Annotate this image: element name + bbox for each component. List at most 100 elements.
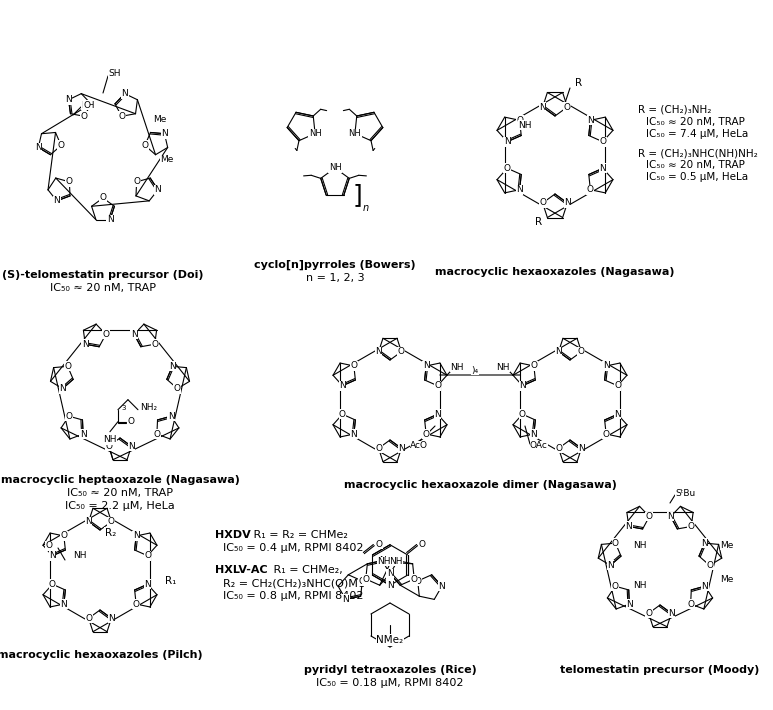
Text: AcO: AcO — [410, 442, 428, 451]
Text: N: N — [626, 599, 633, 608]
Text: O: O — [128, 417, 135, 426]
Text: N: N — [540, 102, 546, 111]
Text: O: O — [49, 580, 56, 589]
Text: R: R — [575, 78, 582, 88]
Text: IC₅₀ = 0.4 μM, RPMI 8402: IC₅₀ = 0.4 μM, RPMI 8402 — [223, 543, 363, 553]
Text: R: R — [535, 217, 542, 227]
Text: R₁: R₁ — [165, 576, 176, 586]
Text: N: N — [504, 137, 511, 146]
Text: R = (CH₂)₃NHC(NH)NH₂: R = (CH₂)₃NHC(NH)NH₂ — [638, 148, 758, 158]
Text: N: N — [128, 442, 135, 451]
Text: HXLV-AC: HXLV-AC — [215, 565, 267, 575]
Text: N: N — [599, 164, 606, 173]
Text: NH: NH — [518, 121, 532, 129]
Text: N: N — [85, 517, 92, 526]
Text: N: N — [60, 599, 67, 608]
Text: O: O — [414, 577, 421, 586]
Text: O: O — [376, 540, 383, 549]
Text: pyridyl tetraoxazoles (Rice): pyridyl tetraoxazoles (Rice) — [304, 665, 476, 675]
Text: O: O — [419, 540, 426, 549]
Text: O: O — [645, 608, 652, 618]
Text: N: N — [423, 361, 430, 371]
Text: Me: Me — [160, 155, 173, 165]
Text: SᵗBu: SᵗBu — [675, 488, 695, 498]
Text: macrocyclic heptaoxazole (Nagasawa): macrocyclic heptaoxazole (Nagasawa) — [1, 475, 240, 485]
Text: R₂: R₂ — [105, 528, 116, 538]
Text: O: O — [530, 361, 537, 371]
Text: telomestatin precursor (Moody): telomestatin precursor (Moody) — [560, 665, 760, 675]
Text: O: O — [152, 339, 158, 349]
Text: O: O — [57, 141, 65, 150]
Text: macrocyclic hexaoxazole dimer (Nagasawa): macrocyclic hexaoxazole dimer (Nagasawa) — [343, 480, 616, 490]
Text: N: N — [438, 581, 445, 591]
Text: HXDV: HXDV — [215, 530, 250, 540]
Text: O: O — [153, 430, 160, 439]
Text: IC₅₀ = 0.8 μM, RPMI 8402: IC₅₀ = 0.8 μM, RPMI 8402 — [223, 591, 363, 601]
Text: NH: NH — [377, 557, 390, 566]
Text: N: N — [434, 410, 441, 419]
Text: )₄: )₄ — [472, 366, 478, 374]
Text: N: N — [516, 185, 523, 195]
Text: N: N — [667, 512, 674, 521]
Text: N: N — [701, 539, 708, 547]
Text: O: O — [60, 532, 67, 540]
Text: O: O — [118, 111, 125, 121]
Text: N: N — [398, 444, 405, 453]
Text: N: N — [169, 362, 175, 371]
Text: NH: NH — [450, 363, 464, 371]
Text: N: N — [168, 412, 175, 420]
Text: NH: NH — [81, 101, 95, 109]
Text: O: O — [398, 347, 405, 356]
Text: N: N — [625, 522, 632, 531]
Text: O: O — [66, 178, 73, 186]
Text: N: N — [603, 361, 609, 371]
Text: O: O — [603, 430, 610, 439]
Text: N: N — [342, 595, 349, 604]
Text: O: O — [359, 577, 366, 586]
Text: N: N — [615, 410, 621, 419]
Text: O: O — [66, 412, 73, 420]
Text: O: O — [599, 137, 606, 146]
Text: N: N — [65, 95, 72, 104]
Text: O: O — [614, 381, 621, 391]
Text: O: O — [423, 430, 430, 439]
Text: Me: Me — [720, 576, 734, 584]
Text: O: O — [688, 522, 695, 531]
Text: N: N — [82, 339, 89, 349]
Text: N: N — [350, 430, 357, 439]
Text: O: O — [108, 517, 115, 526]
Text: N: N — [161, 129, 168, 138]
Text: O: O — [516, 116, 523, 125]
Text: O: O — [555, 444, 562, 453]
Text: NH: NH — [349, 129, 361, 138]
Text: N: N — [144, 580, 151, 589]
Text: O: O — [434, 381, 441, 391]
Text: O: O — [645, 512, 653, 521]
Text: IC₅₀ = 7.4 μM, HeLa: IC₅₀ = 7.4 μM, HeLa — [646, 129, 748, 139]
Text: macrocyclic hexaoxazoles (Nagasawa): macrocyclic hexaoxazoles (Nagasawa) — [435, 267, 675, 277]
Text: O: O — [375, 444, 382, 453]
Text: N: N — [386, 569, 393, 579]
Text: IC₅₀ ≈ 20 nM, TRAP: IC₅₀ ≈ 20 nM, TRAP — [67, 488, 173, 498]
Text: O: O — [174, 384, 181, 393]
Text: N: N — [564, 199, 570, 207]
Text: O: O — [578, 347, 585, 356]
Text: O: O — [363, 574, 369, 584]
Text: Me: Me — [720, 540, 734, 550]
Text: N: N — [133, 532, 139, 540]
Text: NH: NH — [308, 129, 322, 138]
Text: N: N — [701, 581, 708, 591]
Text: O: O — [350, 361, 357, 371]
Text: O: O — [339, 410, 346, 419]
Text: N: N — [35, 143, 42, 152]
Text: N: N — [607, 561, 614, 570]
Text: 3: 3 — [121, 405, 125, 410]
Text: SH: SH — [108, 68, 121, 77]
Text: N: N — [578, 444, 585, 453]
Text: O: O — [706, 561, 713, 570]
Text: NH: NH — [633, 540, 647, 550]
Text: N: N — [386, 581, 393, 590]
Text: NH: NH — [104, 435, 117, 444]
Text: N: N — [379, 556, 386, 565]
Text: R = (CH₂)₃NH₂: R = (CH₂)₃NH₂ — [638, 105, 711, 115]
